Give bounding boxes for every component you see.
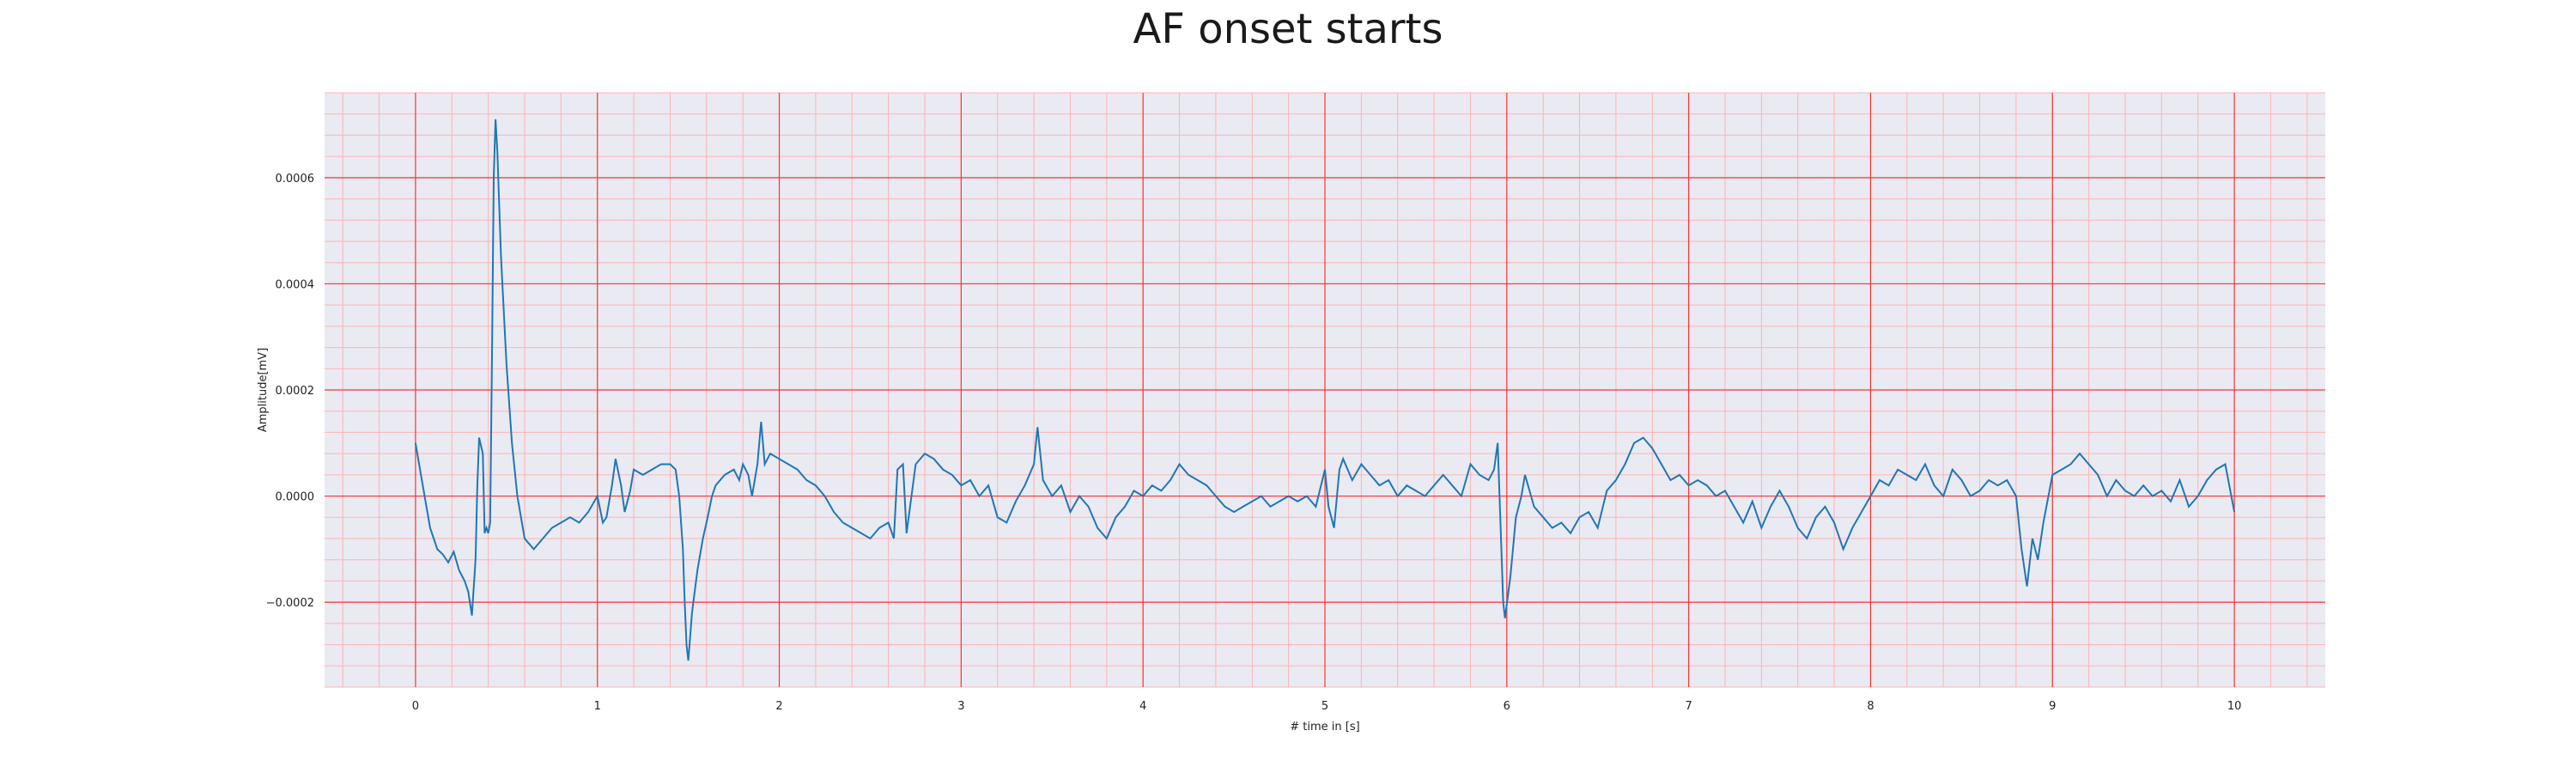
x-tick-label: 8 <box>1867 700 1874 713</box>
y-axis-label: Amplitude[mV] <box>257 348 270 432</box>
y-tick-label: 0.0000 <box>276 491 315 504</box>
x-tick-label: 10 <box>2227 700 2242 713</box>
y-tick-label: 0.0004 <box>276 278 315 291</box>
x-tick-label: 7 <box>1685 700 1692 713</box>
x-tick-label: 2 <box>775 700 782 713</box>
y-tick-label: 0.0002 <box>276 385 315 398</box>
x-tick-label: 9 <box>2049 700 2056 713</box>
x-tick-label: 5 <box>1321 700 1328 713</box>
chart-title: AF onset starts <box>1133 5 1443 53</box>
y-tick-label: −0.0002 <box>266 597 314 610</box>
x-tick-label: 0 <box>412 700 419 713</box>
y-tick-labels: −0.0002 0.0000 0.0002 0.0004 0.0006 <box>266 173 314 610</box>
x-axis-label: # time in [s] <box>1290 721 1359 733</box>
x-tick-labels: 0 1 2 3 4 5 6 7 8 9 10 <box>412 700 2242 713</box>
x-tick-label: 1 <box>594 700 601 713</box>
x-tick-label: 6 <box>1504 700 1510 713</box>
x-tick-label: 4 <box>1139 700 1146 713</box>
x-tick-label: 3 <box>957 700 964 713</box>
major-grid <box>325 93 2325 687</box>
y-tick-label: 0.0006 <box>276 173 315 186</box>
series-line <box>414 119 2236 661</box>
